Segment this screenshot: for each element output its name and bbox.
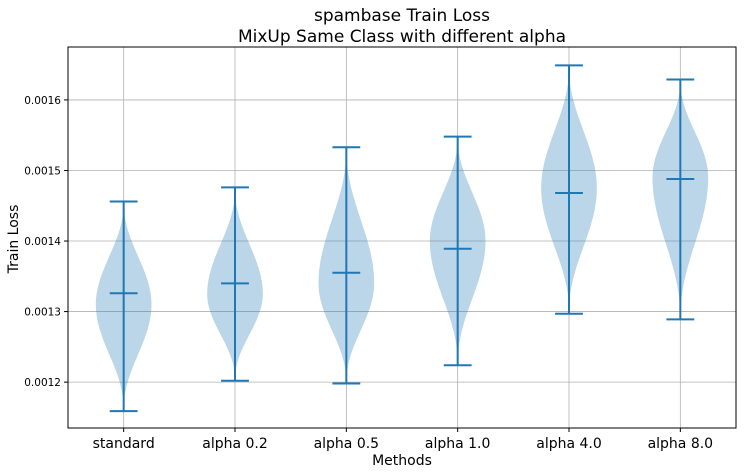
y-tick-label: 0.0014 bbox=[24, 236, 61, 248]
plot-frame bbox=[67, 46, 737, 429]
y-tick-label: 0.0015 bbox=[24, 165, 61, 177]
x-tick-label: alpha 0.2 bbox=[202, 436, 268, 452]
y-axis-label: Train Loss bbox=[6, 205, 22, 275]
x-tick-label: alpha 4.0 bbox=[536, 436, 602, 452]
ticks: 0.0012 0.0013 0.0014 0.0015 0.0016 standard al… bbox=[24, 95, 713, 452]
y-tick-label: 0.0016 bbox=[24, 95, 61, 107]
grid bbox=[68, 47, 736, 428]
x-tick-label: alpha 1.0 bbox=[425, 436, 491, 452]
x-axis-label: Methods bbox=[372, 453, 432, 469]
x-tick-label: standard bbox=[93, 436, 155, 452]
y-tick-label: 0.0012 bbox=[24, 377, 61, 389]
chart-title-line2: MixUp Same Class with different alpha bbox=[238, 27, 566, 47]
violins bbox=[95, 64, 709, 413]
x-tick-label: alpha 8.0 bbox=[648, 436, 714, 452]
chart-title-line1: spambase Train Loss bbox=[314, 6, 490, 26]
y-tick-label: 0.0013 bbox=[24, 307, 61, 319]
x-tick-label: alpha 0.5 bbox=[314, 436, 380, 452]
